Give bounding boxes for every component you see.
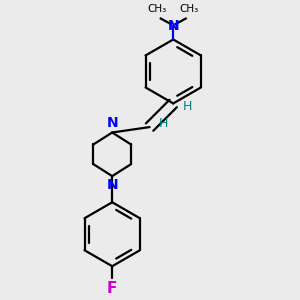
Text: H: H [159, 117, 168, 130]
Text: CH₃: CH₃ [148, 4, 167, 14]
Text: H: H [183, 100, 192, 113]
Text: N: N [167, 20, 179, 33]
Text: N: N [106, 116, 118, 130]
Text: N: N [106, 178, 118, 192]
Text: F: F [107, 281, 117, 296]
Text: CH₃: CH₃ [180, 4, 199, 14]
